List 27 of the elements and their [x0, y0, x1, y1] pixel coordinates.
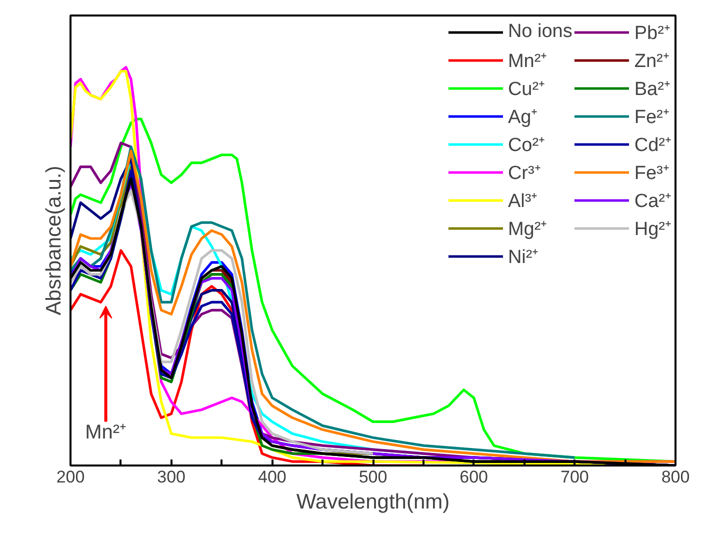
legend-label: Co²⁺ — [508, 134, 545, 157]
x-tick-label: 500 — [358, 468, 388, 486]
legend-label: Fe²⁺ — [634, 106, 669, 129]
legend-label: Fe³⁺ — [634, 162, 669, 185]
x-axis-title: Wavelength(nm) — [296, 490, 450, 514]
x-tick-label: 200 — [56, 468, 85, 486]
legend-label: Ag⁺ — [508, 106, 538, 129]
legend-label: Hg²⁺ — [634, 218, 671, 241]
x-tick-label: 300 — [157, 468, 186, 486]
x-tick-label: 800 — [661, 468, 690, 486]
legend-label: Mg²⁺ — [508, 218, 547, 241]
legend-label: Cr³⁺ — [508, 162, 540, 185]
legend-label: Cd²⁺ — [634, 134, 671, 157]
x-tick-label: 700 — [560, 468, 589, 486]
legend-label: Ni²⁺ — [508, 246, 538, 269]
legend-label: Zn²⁺ — [634, 50, 669, 73]
legend-label: No ions — [508, 20, 572, 44]
annotation: Mn²⁺ — [85, 422, 127, 444]
legend-label: Ba²⁺ — [634, 78, 670, 101]
legend-label: Cu²⁺ — [508, 78, 545, 101]
legend-label: Mn²⁺ — [508, 50, 547, 73]
x-tick-label: 600 — [460, 468, 488, 486]
y-axis-title: Absrbance(a.u.) — [42, 166, 66, 316]
x-tick-label: 400 — [258, 468, 286, 486]
legend-label: Pb²⁺ — [634, 22, 670, 45]
legend-label: Al³⁺ — [508, 190, 538, 213]
legend-label: Ca²⁺ — [634, 190, 671, 213]
